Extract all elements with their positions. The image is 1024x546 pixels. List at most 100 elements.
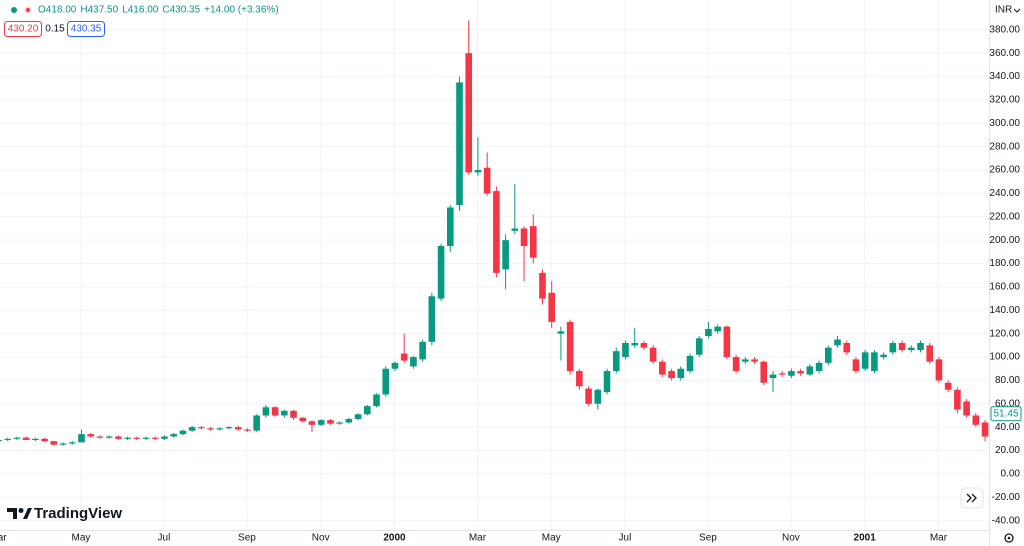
candle-body bbox=[96, 436, 104, 438]
candle-body bbox=[898, 343, 906, 351]
candle-body bbox=[539, 272, 546, 299]
candle-body bbox=[493, 191, 500, 273]
candle-body bbox=[161, 436, 168, 439]
candle-body bbox=[32, 438, 39, 441]
candle-body bbox=[668, 371, 675, 379]
candle-body bbox=[825, 347, 832, 363]
candles bbox=[0, 20, 989, 446]
scroll-to-realtime[interactable] bbox=[960, 487, 984, 509]
candle-body bbox=[511, 228, 519, 231]
candle-body bbox=[760, 361, 768, 383]
candle-body bbox=[603, 371, 611, 393]
candle-body bbox=[594, 389, 602, 404]
candle-body bbox=[299, 417, 307, 422]
currency[interactable]: INR bbox=[995, 5, 1012, 16]
brand-name: TradingView bbox=[34, 505, 122, 522]
candle-body bbox=[400, 353, 408, 361]
logo-slash bbox=[23, 508, 32, 519]
candle-body bbox=[225, 427, 233, 429]
candle-body bbox=[446, 207, 454, 247]
price-axis: -40.00 -20.00 0.00 20.00 40.00 60.00 80.00 100.… bbox=[989, 24, 1022, 526]
candle-body bbox=[778, 373, 786, 375]
x-tick-label: Mar bbox=[930, 533, 948, 544]
buy-price: 430.35 bbox=[71, 24, 102, 35]
status-dot bbox=[11, 7, 17, 13]
y-tick-label: 140.00 bbox=[989, 305, 1020, 316]
candle-body bbox=[963, 401, 970, 416]
candle-body bbox=[557, 331, 565, 334]
candle-body bbox=[612, 351, 620, 372]
candle-body bbox=[216, 428, 224, 430]
candle-body bbox=[944, 382, 952, 390]
candle-body bbox=[354, 414, 362, 419]
y-tick-label: 0.00 bbox=[1001, 469, 1021, 480]
candle-body bbox=[649, 347, 657, 362]
sell-price: 430.20 bbox=[8, 24, 39, 35]
candle-body bbox=[151, 437, 159, 439]
y-tick-label: 160.00 bbox=[989, 282, 1020, 293]
candle-body bbox=[483, 167, 491, 194]
candle-body bbox=[437, 246, 445, 299]
candle-body bbox=[742, 359, 749, 362]
logo-t bbox=[7, 508, 17, 519]
candle-body bbox=[529, 226, 537, 258]
settings-icon-center bbox=[1007, 536, 1011, 540]
x-tick-label: 2000 bbox=[383, 533, 406, 544]
x-tick-label: Nov bbox=[782, 533, 800, 544]
candle-body bbox=[659, 361, 666, 375]
candle-body bbox=[188, 427, 196, 431]
candle-body bbox=[788, 371, 795, 376]
y-tick-label: 40.00 bbox=[995, 422, 1020, 433]
candle-body bbox=[686, 355, 694, 372]
candle-body bbox=[566, 321, 574, 372]
candle-body bbox=[631, 343, 638, 346]
y-tick-label: 120.00 bbox=[989, 328, 1020, 339]
candle-body bbox=[142, 437, 150, 439]
candle-body bbox=[714, 326, 721, 332]
candle-body bbox=[465, 53, 473, 173]
y-tick-label: 180.00 bbox=[989, 258, 1020, 269]
candle-body bbox=[308, 421, 316, 425]
sell-box[interactable] bbox=[4, 21, 42, 37]
candle-body bbox=[917, 343, 924, 351]
y-tick-label: 220.00 bbox=[989, 211, 1020, 222]
settings-icon[interactable] bbox=[1004, 533, 1014, 543]
x-tick-label: Sep bbox=[238, 533, 256, 544]
x-tick-label: Mar bbox=[0, 533, 7, 544]
y-tick-label: 100.00 bbox=[989, 352, 1020, 363]
candle-body bbox=[419, 341, 426, 360]
candle-body bbox=[972, 415, 980, 425]
candle-body bbox=[179, 430, 187, 435]
candle-body bbox=[198, 427, 205, 429]
y-tick-label: -40.00 bbox=[992, 515, 1021, 526]
y-tick-label: 340.00 bbox=[989, 71, 1020, 82]
buy-box[interactable] bbox=[67, 21, 105, 37]
candle-body bbox=[87, 434, 94, 437]
candle-body bbox=[935, 359, 943, 381]
candle-body bbox=[576, 371, 583, 387]
candle-body bbox=[207, 428, 214, 430]
candle-body bbox=[170, 434, 177, 437]
candle-body bbox=[456, 82, 463, 206]
candle-body bbox=[78, 434, 85, 443]
candle-body bbox=[428, 296, 436, 342]
candle-body bbox=[640, 343, 648, 348]
candle-body bbox=[723, 326, 731, 358]
candle-body bbox=[59, 443, 67, 445]
high-value: H437.50 bbox=[80, 5, 118, 16]
candle-body bbox=[234, 427, 242, 430]
candle-body bbox=[0, 440, 2, 442]
candle-body bbox=[954, 389, 961, 410]
candle-body bbox=[871, 352, 878, 372]
y-tick-label: 60.00 bbox=[995, 398, 1020, 409]
candle-body bbox=[548, 292, 555, 322]
candle-body bbox=[281, 410, 288, 416]
y-tick-label: 320.00 bbox=[989, 95, 1020, 106]
candle-body bbox=[751, 359, 758, 362]
legend-bar: O418.00 H437.50 L416.00 C430.35 +14.00 (… bbox=[38, 5, 279, 16]
y-tick-label: -20.00 bbox=[992, 492, 1021, 503]
candle-body bbox=[585, 388, 592, 404]
y-tick-label: 380.00 bbox=[989, 24, 1020, 35]
